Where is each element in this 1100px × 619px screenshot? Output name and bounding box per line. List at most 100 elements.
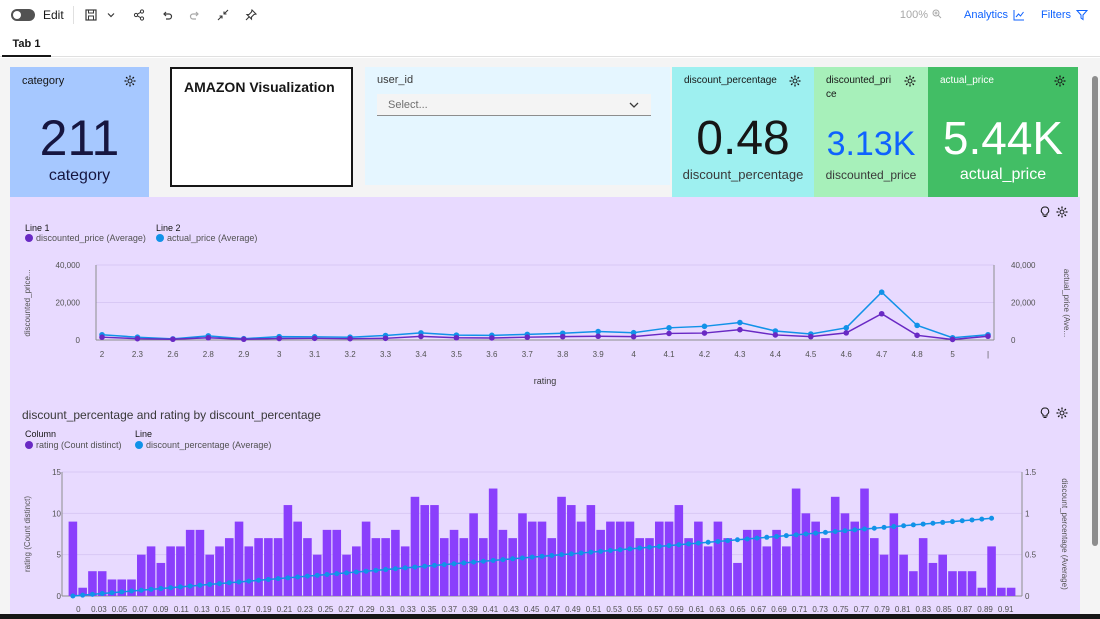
bar	[703, 546, 713, 596]
x-tick-label: 0.81	[895, 605, 911, 614]
tab-1[interactable]: Tab 1	[2, 36, 51, 57]
x-tick-label: 0.23	[297, 605, 313, 614]
series-line	[101, 312, 989, 341]
bar	[117, 579, 127, 596]
bar	[195, 529, 205, 596]
bar	[234, 521, 244, 596]
edit-toggle[interactable]	[11, 9, 35, 21]
x-tick-label: 2.3	[132, 350, 144, 359]
y-tick-label-right: 1.5	[1025, 468, 1037, 477]
x-axis-label: rating	[534, 376, 557, 386]
data-point	[276, 335, 283, 342]
bar	[821, 538, 830, 596]
data-point	[910, 522, 916, 528]
lightbulb-icon[interactable]	[1039, 407, 1051, 419]
bar	[430, 505, 439, 596]
x-tick-label: 0.69	[771, 605, 787, 614]
filters-button[interactable]: Filters	[1041, 9, 1088, 21]
combo-chart-title: discount_percentage and rating by discou…	[22, 408, 321, 422]
chevron-down-icon[interactable]	[103, 7, 119, 23]
share-icon[interactable]	[131, 7, 147, 23]
lightbulb-icon[interactable]	[1039, 206, 1051, 218]
bar	[303, 538, 312, 596]
x-tick-label: 0.91	[998, 605, 1014, 614]
user-id-select[interactable]: Select...	[377, 94, 651, 116]
data-point	[656, 543, 662, 549]
zoom-level[interactable]: 100%	[899, 9, 929, 21]
scrollbar-thumb[interactable]	[1092, 76, 1098, 546]
data-point	[595, 333, 601, 340]
save-icon[interactable]	[83, 7, 99, 23]
x-tick-label: 0.07	[132, 605, 148, 614]
x-tick-label: 2.6	[167, 350, 179, 359]
bar	[967, 571, 977, 596]
line-chart-tile[interactable]: Line 1 discounted_price (Average) Line 2…	[10, 197, 1080, 399]
x-tick-label: 0.35	[421, 605, 437, 614]
text-widget[interactable]: AMAZON Visualization	[170, 67, 353, 187]
data-point	[630, 333, 637, 340]
kpi-discounted-price-title-cont: ce	[826, 89, 837, 100]
x-tick-label: 3.3	[380, 350, 392, 359]
kpi-discount-percentage-tile[interactable]: discount_percentage 0.48 discount_percen…	[672, 67, 814, 197]
data-point	[930, 520, 936, 526]
data-point	[949, 336, 956, 343]
x-tick-label: 2.9	[238, 350, 250, 359]
gear-icon[interactable]	[904, 75, 916, 87]
redo-icon[interactable]	[187, 7, 203, 23]
analytics-button[interactable]: Analytics	[964, 9, 1025, 21]
x-tick-label: 0.73	[812, 605, 828, 614]
line-chart[interactable]: 0 0 20,000 20,000 40,000 40,000 2 2.3 2.6 2.8 2.9 3…	[10, 197, 1080, 399]
pin-icon[interactable]	[243, 7, 259, 23]
x-tick-label: 4	[631, 350, 636, 359]
kpi-discounted-price-tile[interactable]: discounted_pri ce 3.13K discounted_price	[814, 67, 928, 197]
kpi-actual-price-label: actual_price	[959, 166, 1047, 183]
data-point	[524, 334, 531, 340]
bar	[713, 521, 723, 596]
data-point	[295, 574, 301, 580]
analytics-icon	[1013, 10, 1025, 21]
gear-icon[interactable]	[789, 75, 801, 87]
gear-icon[interactable]	[1056, 407, 1068, 419]
bar	[508, 538, 517, 596]
undo-icon[interactable]	[159, 7, 175, 23]
x-tick-label: 3.1	[309, 350, 321, 359]
bar	[801, 513, 811, 596]
bar	[654, 521, 664, 596]
zoom-icon[interactable]	[932, 8, 942, 22]
collapse-icon[interactable]	[215, 7, 231, 23]
bar	[547, 538, 557, 596]
legend-item-discounted-price[interactable]: discounted_price (Average)	[25, 233, 146, 243]
bar	[889, 513, 899, 596]
bar	[264, 538, 273, 596]
x-tick-label: 4.5	[805, 350, 817, 359]
y-tick-label-right: 0.5	[1025, 551, 1037, 560]
kpi-actual-price-tile[interactable]: actual_price 5.44K actual_price	[928, 67, 1078, 197]
data-point	[441, 562, 447, 568]
legend-item-actual-price[interactable]: actual_price (Average)	[156, 233, 257, 243]
kpi-category-tile[interactable]: category 211 category	[10, 67, 149, 197]
data-point	[431, 562, 437, 568]
legend-item-rating[interactable]: rating (Count distinct)	[25, 440, 122, 450]
bar	[811, 521, 820, 596]
legend-item-discount-percentage[interactable]: discount_percentage (Average)	[135, 440, 271, 450]
gear-icon[interactable]	[1054, 75, 1066, 87]
edit-label: Edit	[43, 8, 64, 22]
bar	[948, 571, 957, 596]
data-point	[80, 592, 86, 598]
data-point	[240, 336, 247, 343]
bar	[420, 505, 430, 596]
kpi-discount-percentage-value: 0.48	[696, 112, 790, 165]
x-tick-label: 0.49	[565, 605, 581, 614]
combo-chart-tile[interactable]: discount_percentage and rating by discou…	[10, 399, 1080, 614]
bar	[185, 529, 195, 596]
gear-icon[interactable]	[124, 75, 136, 87]
bar	[625, 521, 635, 596]
gear-icon[interactable]	[1056, 206, 1068, 218]
bar	[224, 538, 234, 596]
data-point	[852, 527, 858, 533]
data-point	[134, 335, 141, 342]
data-point	[813, 530, 819, 536]
bar	[283, 505, 293, 596]
vertical-scrollbar[interactable]	[1092, 76, 1098, 606]
